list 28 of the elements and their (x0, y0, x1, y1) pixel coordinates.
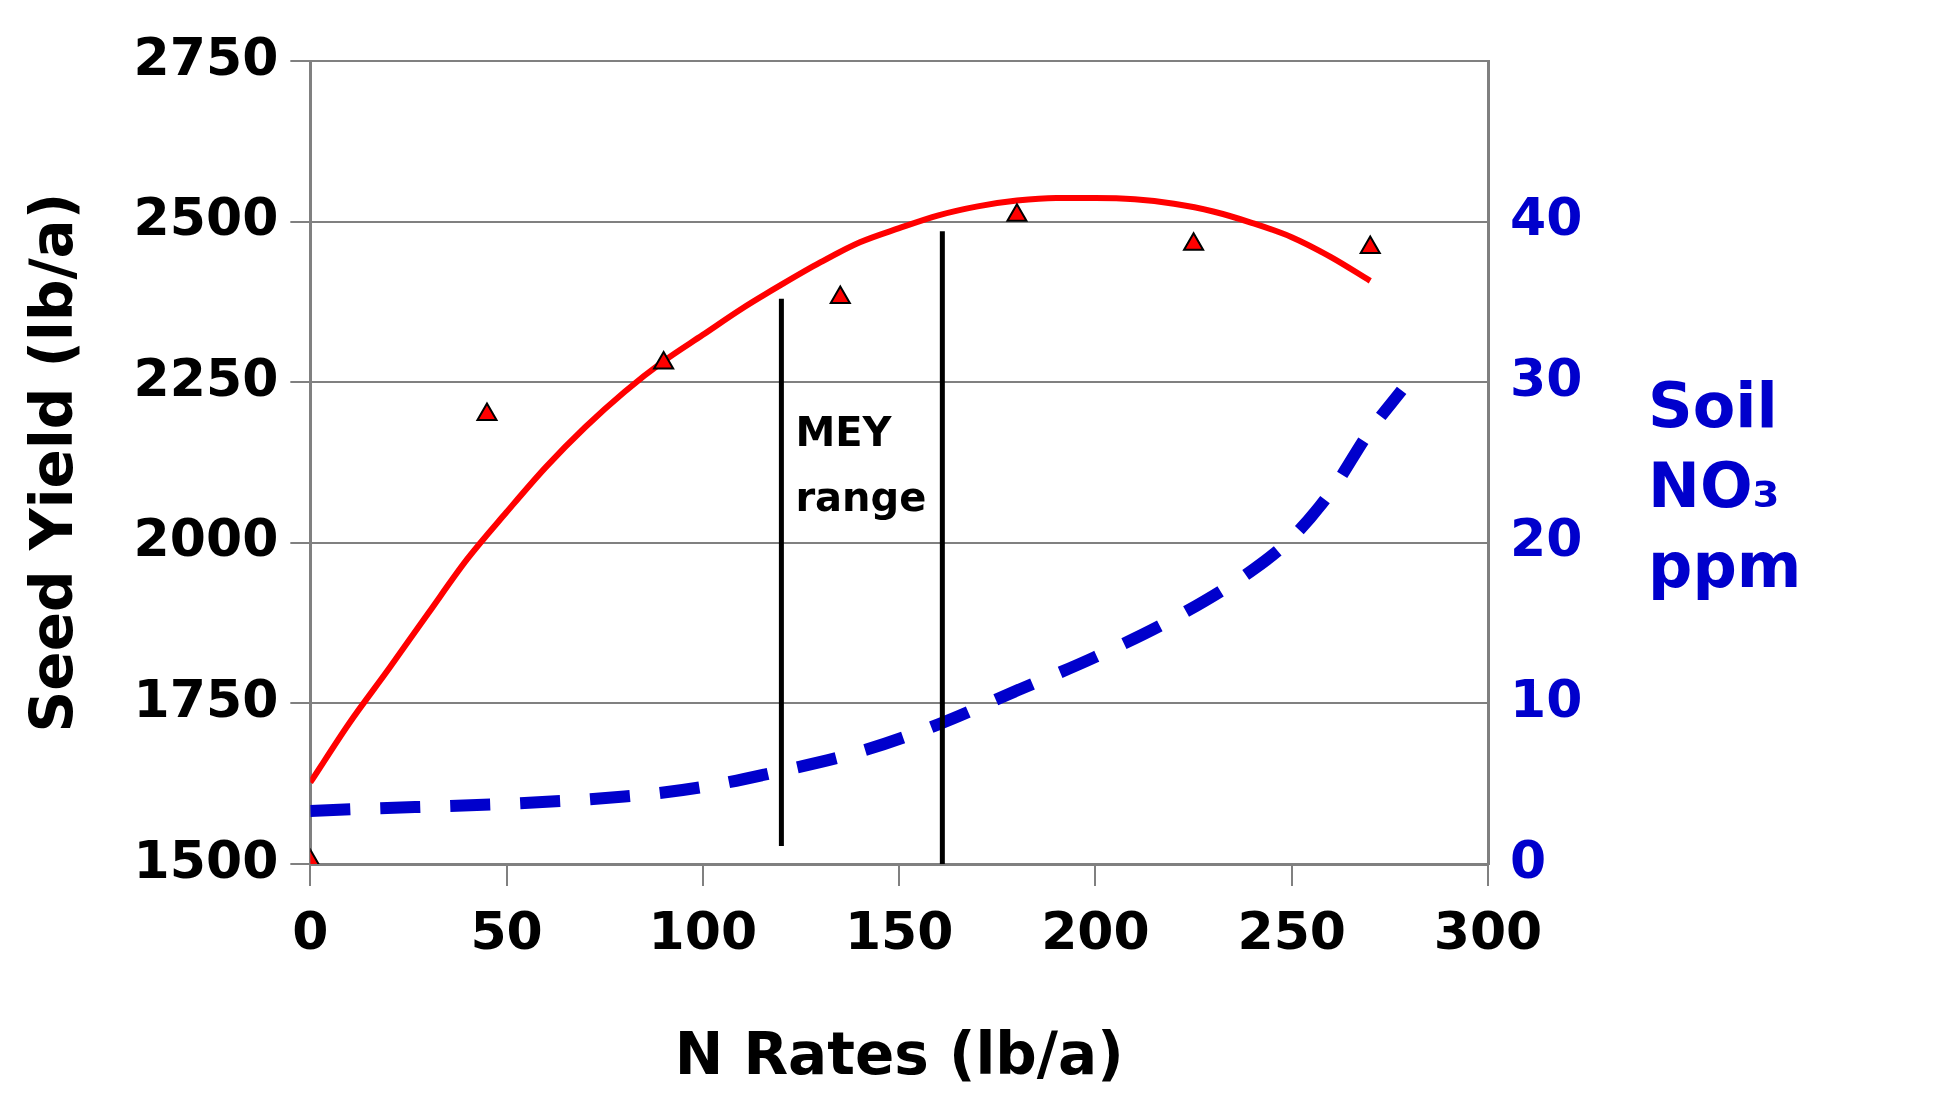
y2-tick-label: 40 (1510, 187, 1583, 248)
annotation: MEY range (795, 409, 927, 521)
y-tick-label: 1750 (133, 668, 279, 729)
x-tick-label: 150 (844, 900, 954, 961)
point (653, 351, 675, 370)
x-tick-label: 200 (1041, 900, 1150, 961)
y-tick-label: 2750 (133, 26, 279, 87)
x-axis-title: N Rates (lb/a) (674, 1020, 1124, 1089)
point (476, 402, 498, 421)
point (1183, 232, 1205, 251)
y-tick-label: 1500 (133, 829, 279, 890)
y-axis-title: Seed Yield (lb/a) (17, 192, 86, 733)
x-tick-label: 300 (1433, 900, 1543, 961)
x-tick-label: 100 (648, 900, 758, 961)
x-tick-label: 50 (470, 900, 543, 961)
x-tick-label: 0 (292, 900, 329, 961)
y2-tick-label: 10 (1510, 668, 1583, 729)
y2-tick-label: 30 (1510, 347, 1583, 408)
y2-tick-label: 0 (1510, 829, 1547, 890)
x-tick-label: 250 (1237, 900, 1346, 961)
y-tick-label: 2000 (133, 508, 279, 569)
y2-tick-label: 20 (1510, 508, 1583, 569)
point (829, 285, 851, 305)
point (1006, 203, 1028, 222)
y-tick-label: 2250 (133, 347, 279, 408)
y-tick-label: 2500 (133, 187, 279, 248)
point (1359, 235, 1381, 254)
y2-axis-title: Soil NO₃ ppm (1648, 369, 1802, 603)
